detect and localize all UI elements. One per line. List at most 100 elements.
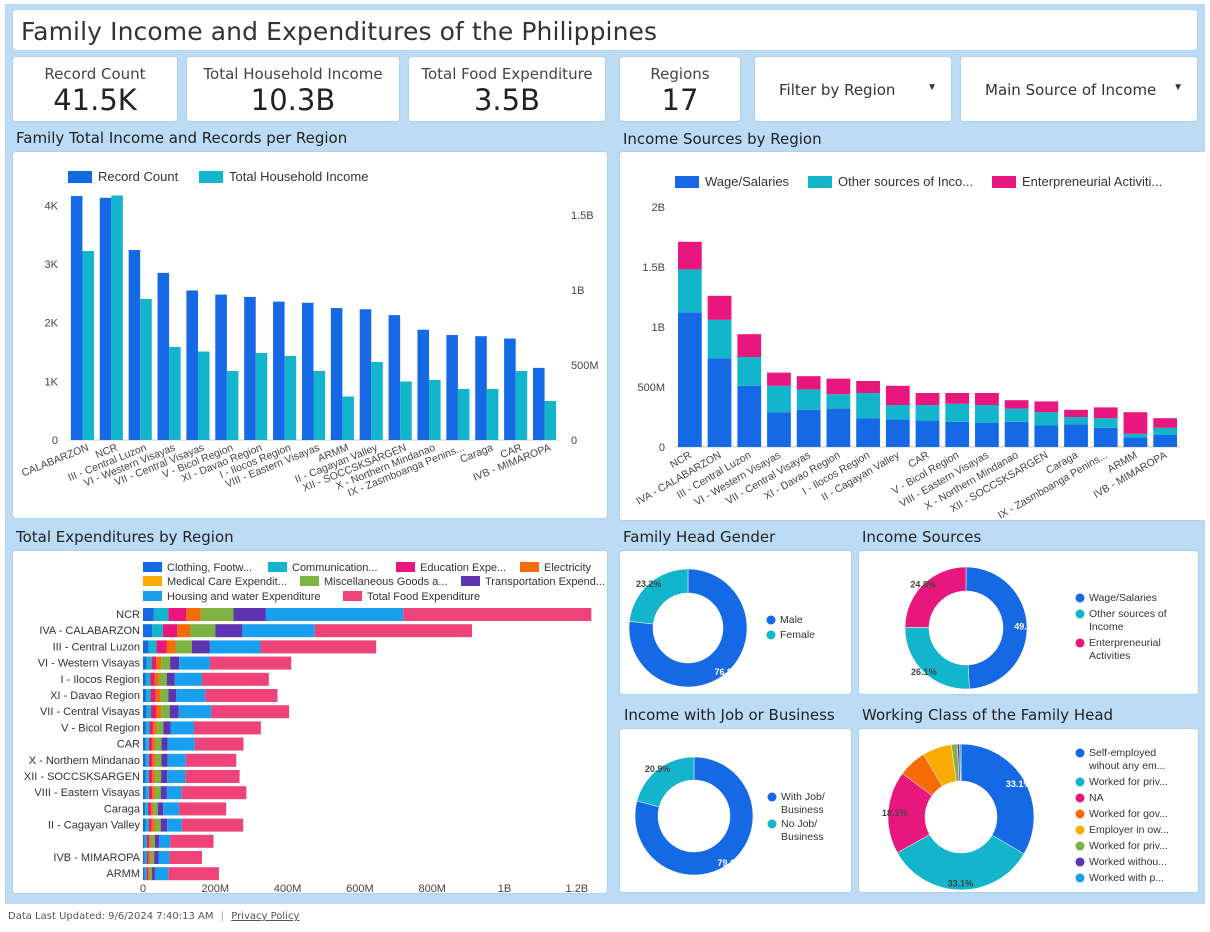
stacked-bar-segment <box>945 421 970 447</box>
kpi-total-household-income: Total Household Income 10.3B <box>187 57 399 121</box>
stacked-bar-segment <box>242 624 315 638</box>
stacked-bar-segment <box>148 818 152 832</box>
y-category-label: XII - SOCCSKSARGEN <box>24 771 140 783</box>
legend-swatch <box>268 562 287 572</box>
stacked-bar-segment <box>194 737 244 751</box>
stacked-bar-segment <box>160 818 168 832</box>
stacked-bar-segment <box>168 867 219 881</box>
stacked-bar-segment <box>193 721 261 735</box>
bar-household-income <box>169 347 181 440</box>
stacked-bar-segment <box>167 737 195 751</box>
stacked-bar-segment <box>146 851 149 864</box>
filter-region-label: Filter by Region <box>779 81 896 99</box>
legend-dot <box>1075 609 1085 619</box>
stacked-bar-segment <box>170 656 180 670</box>
stacked-bar-segment <box>185 770 240 783</box>
stacked-bar-segment <box>145 786 149 800</box>
legend-swatch <box>143 576 162 586</box>
stacked-bar-segment <box>143 608 154 621</box>
legend-label: Worked for priv... <box>1089 840 1168 852</box>
y-category-label: III - Central Luzon <box>53 641 140 653</box>
stacked-bar-segment <box>162 624 178 638</box>
stacked-bar-segment <box>175 640 192 654</box>
y-left-tick: 4K <box>45 200 59 212</box>
legend-label: Female <box>780 629 815 641</box>
stacked-bar-segment <box>143 770 146 783</box>
income-records-chart: Record Count Total Household Income 0 1K 2K 3… <box>20 169 599 499</box>
stacked-bar-segment <box>148 867 150 881</box>
stacked-bar-segment <box>826 394 851 409</box>
stacked-bar-segment <box>856 393 880 419</box>
kpi-total-food-expenditure: Total Food Expenditure 3.5B <box>409 57 605 121</box>
legend-label: Total Food Expenditure <box>367 591 480 603</box>
legend-swatch <box>143 562 162 572</box>
filter-income-label: Main Source of Income <box>985 81 1157 99</box>
legend-label: Other sources of Inco... <box>838 174 973 189</box>
chart3-title: Total Expenditures by Region <box>16 528 234 546</box>
chart6-title: Income with Job or Business <box>624 706 835 724</box>
legend-dot <box>767 819 777 829</box>
legend-label: Worked withou... <box>1089 856 1167 868</box>
stacked-bar-segment <box>826 408 851 447</box>
stacked-bar-segment <box>169 705 179 719</box>
stacked-bar-segment <box>168 689 177 702</box>
legend-label: Record Count <box>98 169 179 184</box>
stacked-bar-segment <box>146 867 149 881</box>
stacked-bar-segment <box>177 624 190 638</box>
stacked-bar-segment <box>885 419 910 447</box>
legend-label: Enterpreneurial Activiti... <box>1022 174 1162 189</box>
y-category-label: II - Cagayan Valley <box>48 820 141 832</box>
y-tick: 1.5B <box>642 262 665 274</box>
privacy-policy-link[interactable]: Privacy Policy <box>231 911 300 922</box>
stacked-bar-segment <box>170 721 194 735</box>
filter-income-dropdown[interactable]: Main Source of Income ▼ <box>961 57 1197 121</box>
slice-label: 18.1% <box>882 808 908 818</box>
y-right-tick: 1.5B <box>571 210 594 222</box>
stacked-bar-segment <box>145 753 149 767</box>
stacked-bar-segment <box>161 753 168 767</box>
donut-slice <box>629 568 689 625</box>
stacked-bar-segment <box>707 319 732 359</box>
stacked-bar-segment <box>145 672 151 686</box>
stacked-bar-segment <box>707 295 732 320</box>
slice-label: 76.8% <box>715 667 741 677</box>
filter-region-dropdown[interactable]: Filter by Region ▼ <box>755 57 951 121</box>
y-left-tick: 3K <box>45 259 59 271</box>
legend-label: Miscellaneous Goods a... <box>324 576 448 588</box>
stacked-bar-segment <box>179 802 227 816</box>
chart1-title: Family Total Income and Records per Regi… <box>16 129 348 147</box>
stacked-bar-segment <box>161 770 168 783</box>
stacked-bar-segment <box>1123 433 1148 438</box>
y-category-label: IVB - MIMAROPA <box>53 852 140 864</box>
stacked-bar-segment <box>143 689 147 702</box>
stacked-bar-segment <box>154 834 160 848</box>
slice-label: 49.1% <box>1014 621 1040 631</box>
bar-household-income <box>313 371 326 440</box>
stacked-bar-segment <box>1004 408 1029 422</box>
kpi-label: Regions <box>650 65 710 83</box>
stacked-bar-segment <box>154 867 169 881</box>
legend-dot <box>1075 638 1085 648</box>
donut-slice <box>896 834 1025 891</box>
legend-label: Activities <box>1089 650 1130 662</box>
stacked-bar-segment <box>148 737 153 751</box>
y-right-tick: 1B <box>571 285 584 297</box>
stacked-bar-segment <box>186 608 201 621</box>
bar-household-income <box>82 251 94 440</box>
x-tick: 600M <box>346 883 374 893</box>
donut-slice <box>959 743 962 782</box>
legend-label: Other sources of <box>1089 608 1167 620</box>
stacked-bar-segment <box>1153 435 1178 447</box>
chart5-card: 49.1% 26.1% 24.8% Wage/Salaries Other source… <box>859 551 1198 694</box>
stacked-bar-segment <box>166 786 182 800</box>
stacked-bar-segment <box>152 753 156 767</box>
legend-label: Medical Care Expendit... <box>167 576 287 588</box>
dashboard-frame: Family Income and Expenditures of the Ph… <box>5 4 1207 904</box>
stacked-bar-segment <box>145 721 150 735</box>
chart2-card: Wage/Salaries Other sources of Inco... Ent… <box>620 152 1207 522</box>
bar-household-income <box>197 351 210 440</box>
stacked-bar-segment <box>153 802 158 816</box>
legend-label: Self-employed <box>1089 747 1156 759</box>
stacked-bar-segment <box>1034 412 1059 426</box>
stacked-bar-segment <box>154 672 159 686</box>
